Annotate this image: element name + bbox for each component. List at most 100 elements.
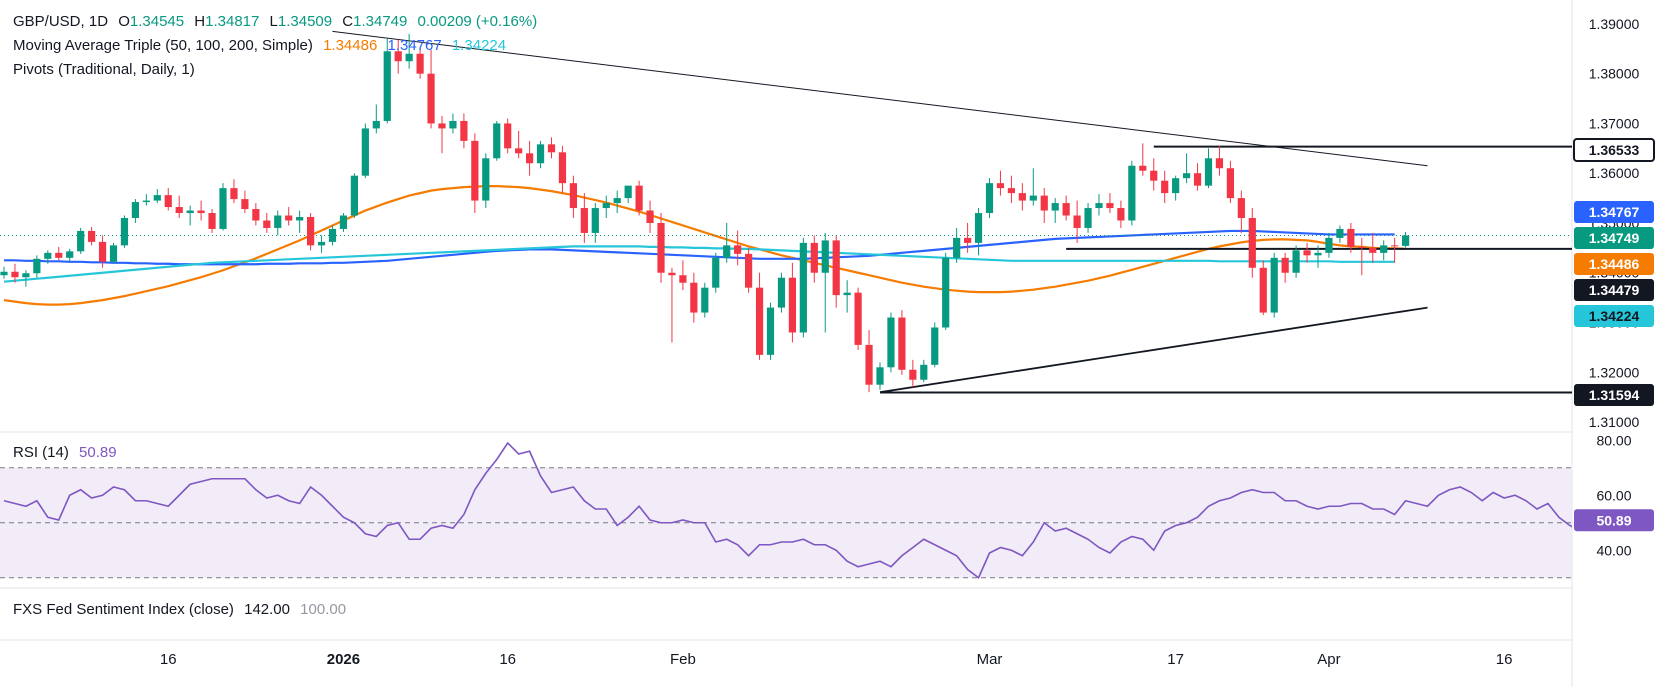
trendlines [0, 30, 1572, 394]
candle-body [317, 241, 326, 246]
price-label-box [1574, 253, 1654, 275]
candle-body [1336, 228, 1344, 238]
fed-sentiment-value: 142.00 [244, 601, 290, 618]
candle-body [1314, 252, 1322, 256]
candle-body [755, 287, 764, 355]
candle-body [449, 120, 457, 129]
candle-body [120, 218, 129, 246]
candle-body [1292, 250, 1300, 273]
candle-body [44, 252, 52, 259]
candle-body [1358, 246, 1366, 248]
candle-body [953, 237, 961, 258]
candle-body [1204, 158, 1213, 186]
candle-body [109, 245, 118, 262]
rsi-value-label-box [1574, 509, 1654, 532]
candle-body [350, 175, 358, 216]
rsi-line [3, 441, 1572, 579]
candle-body [153, 195, 161, 201]
rsi-legend[interactable]: RSI (14) 50.89 [13, 444, 123, 462]
candle-body [1172, 178, 1180, 194]
candle-body [394, 51, 402, 62]
candle-body [1040, 195, 1048, 211]
candle-body [974, 213, 983, 243]
candle-body [438, 123, 446, 129]
candle-body [1051, 203, 1059, 211]
candle-body [1183, 173, 1191, 179]
candle-body [1402, 235, 1410, 246]
time-tick-label: 16 [499, 651, 516, 668]
candle-body [799, 242, 807, 333]
ohlc-legend: GBP/USD, 1D O1.34545 H1.34817 L1.34509 C… [13, 13, 543, 31]
candle-body [931, 327, 939, 365]
candle-body [55, 252, 63, 258]
fed-sentiment-legend[interactable]: FXS Fed Sentiment Index (close) 142.00 1… [13, 601, 352, 619]
candle-body [241, 199, 249, 210]
rsi-tick-label: 60.00 [1596, 487, 1631, 503]
candle-body [504, 123, 512, 149]
candle-body [690, 282, 698, 313]
candle-body [1150, 170, 1158, 181]
candle-body [536, 144, 545, 164]
candle-body [142, 200, 150, 203]
time-axis[interactable]: 16202616FebMar17Apr16MayJun [160, 651, 1657, 668]
price-tick-label: 1.39000 [1589, 16, 1640, 32]
candle-body [1237, 198, 1245, 218]
time-tick-label: 2026 [327, 651, 360, 668]
candle-body [197, 210, 205, 214]
candle-body [668, 272, 676, 276]
time-tick-label: Apr [1317, 651, 1340, 668]
price-label-box [1573, 138, 1655, 162]
candle-body [460, 120, 468, 141]
candle-body [591, 208, 599, 233]
candle-body [964, 237, 972, 243]
time-tick-label: Mar [977, 651, 1003, 668]
candle-body [405, 53, 413, 62]
symbol-title[interactable]: GBP/USD, 1D [13, 13, 109, 30]
candle-body [361, 128, 369, 176]
candle-body [854, 292, 862, 345]
candle-body [296, 217, 304, 221]
price-tick-label: 1.31000 [1589, 414, 1640, 430]
pivots-legend[interactable]: Pivots (Traditional, Daily, 1) [13, 61, 201, 79]
candle-body [427, 73, 435, 124]
fed-sentiment-value2: 100.00 [300, 601, 347, 618]
price-label-text: 1.36533 [1589, 142, 1640, 158]
ma-line-ma-100 [4, 229, 1395, 266]
candle-body [1259, 267, 1267, 313]
price-label-text: 1.34486 [1589, 256, 1640, 272]
candle-body [624, 185, 632, 199]
ma100-value: 1.34767 [387, 37, 442, 54]
candle-body [131, 202, 139, 218]
candle-body [613, 198, 621, 204]
candle-body [230, 188, 238, 200]
candle-body [1139, 165, 1147, 171]
candle-body [219, 188, 227, 229]
candle-body [1128, 165, 1136, 221]
trendline-0 [332, 30, 1428, 167]
time-tick-label: 16 [1496, 651, 1513, 668]
candle-body [1391, 245, 1399, 247]
ma-line-ma-200 [3, 245, 1395, 283]
candle-body [208, 213, 216, 229]
price-labels: 1.36533 1.34767 1.34749 1.34486 1.34479 1.342… [1573, 138, 1655, 532]
rsi-value-label-text: 50.89 [1596, 512, 1631, 528]
candle-body [1161, 180, 1169, 194]
price-label-text: 1.31594 [1589, 387, 1640, 403]
candle-body [821, 240, 829, 273]
candle-body [1193, 173, 1202, 186]
rsi-tick-label: 40.00 [1596, 542, 1631, 558]
price-tick-label: 1.38000 [1589, 66, 1640, 82]
rsi-series-line [3, 441, 1572, 579]
candle-body [186, 210, 194, 214]
ma-legend[interactable]: Moving Average Triple (50, 100, 200, Sim… [13, 37, 512, 55]
candle-body [1347, 228, 1355, 247]
candle-body [1226, 168, 1234, 199]
ma50-value: 1.34486 [323, 37, 378, 54]
price-label-box [1574, 201, 1654, 223]
price-label-text: 1.34479 [1589, 282, 1640, 298]
candle-body [985, 183, 994, 214]
candle-body [766, 307, 775, 355]
ohlc-change: 0.00209 (+0.16%) [417, 13, 538, 30]
candle-body [1029, 195, 1037, 201]
candle-body [372, 120, 380, 129]
